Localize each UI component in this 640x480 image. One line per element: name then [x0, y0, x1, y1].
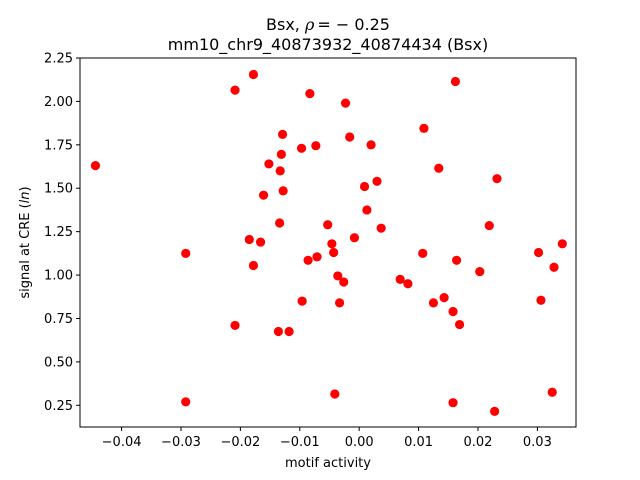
data-point: [372, 176, 382, 186]
y-axis-ticks: 0.25 0.50 0.75 1.00 1.25 1.50 1.75 2.00 2.25: [44, 52, 80, 414]
chart-title-line2: mm10_chr9_40873932_40874434 (Bsx): [168, 35, 488, 55]
data-point: [258, 190, 269, 200]
y-tick-label: 1.00: [44, 269, 73, 284]
data-point: [366, 140, 376, 150]
y-tick-label: 0.25: [44, 399, 73, 414]
data-point: [296, 143, 307, 153]
data-point: [359, 181, 370, 192]
data-point: [362, 205, 372, 215]
x-axis-label: motif activity: [285, 456, 371, 471]
data-point: [490, 406, 500, 416]
data-point: [345, 132, 355, 142]
y-tick-label: 1.50: [44, 182, 73, 197]
data-point: [181, 397, 191, 407]
data-point: [452, 255, 462, 265]
data-point: [230, 320, 240, 331]
data-point: [448, 398, 458, 408]
y-axis-label-prefix: signal at CRE (: [18, 203, 33, 298]
data-point: [276, 149, 286, 159]
y-axis-label: signal at CRE (ln): [18, 186, 33, 298]
data-point: [533, 247, 544, 258]
data-point: [90, 161, 101, 171]
data-point: [244, 234, 254, 245]
data-point: [181, 248, 191, 258]
data-point: [277, 129, 288, 140]
data-point: [492, 174, 502, 184]
data-point: [248, 260, 259, 271]
y-tick-label: 0.75: [44, 312, 73, 327]
data-point: [439, 293, 449, 303]
x-tick-label: −0.01: [280, 435, 320, 450]
data-point: [333, 271, 343, 281]
x-tick-label: −0.02: [220, 435, 260, 450]
x-tick-label: −0.04: [102, 435, 142, 450]
data-point: [273, 326, 283, 337]
data-point: [475, 266, 485, 277]
chart-title-rho-symbol: ρ: [304, 15, 315, 34]
data-point: [278, 186, 288, 196]
x-tick-label: 0.00: [345, 435, 374, 450]
x-tick-label: 0.03: [523, 435, 552, 450]
data-point: [340, 98, 351, 108]
data-point: [376, 223, 386, 233]
y-axis-label-suffix: ): [18, 186, 33, 191]
x-tick-label: 0.02: [464, 435, 493, 450]
data-point: [274, 218, 285, 228]
data-point: [230, 85, 240, 95]
y-tick-label: 2.00: [44, 95, 73, 110]
chart-title-prefix: Bsx,: [266, 15, 305, 34]
y-tick-label: 2.25: [44, 52, 73, 67]
data-point: [305, 88, 315, 99]
data-point: [329, 247, 339, 258]
data-point: [327, 239, 337, 249]
data-point: [419, 123, 429, 133]
data-point: [248, 69, 259, 80]
data-point: [284, 326, 294, 337]
data-point: [549, 262, 559, 272]
x-tick-label: 0.01: [404, 435, 433, 450]
y-tick-label: 1.75: [44, 138, 73, 153]
x-tick-label: −0.03: [161, 435, 201, 450]
data-point: [395, 274, 405, 284]
y-axis-label-italic: ln: [18, 191, 33, 203]
data-point: [349, 233, 360, 243]
data-point: [311, 141, 321, 151]
chart-title-rho-value: = − 0.25: [317, 15, 390, 34]
data-point: [484, 220, 494, 231]
data-point: [312, 252, 322, 262]
data-point: [557, 239, 567, 249]
data-point: [275, 166, 285, 176]
data-point: [536, 295, 546, 305]
data-point: [403, 279, 413, 289]
data-point: [330, 389, 340, 399]
data-point: [434, 163, 444, 173]
data-point: [323, 220, 333, 230]
data-point: [547, 387, 557, 397]
y-tick-label: 1.25: [44, 225, 73, 240]
data-point: [297, 296, 307, 306]
data-point: [418, 248, 428, 258]
data-point: [339, 277, 349, 287]
data-point: [448, 306, 458, 317]
data-point: [255, 237, 266, 247]
data-point: [334, 298, 345, 308]
data-point: [450, 76, 461, 87]
data-point: [303, 255, 313, 265]
y-tick-label: 0.50: [44, 355, 73, 370]
chart-title-line1: Bsx, ρ = − 0.25: [266, 15, 390, 34]
data-point: [264, 159, 274, 169]
data-points: [90, 69, 567, 416]
x-axis-ticks: −0.04 −0.03 −0.02 −0.01 0.00 0.01 0.02 0.03: [102, 427, 552, 450]
data-point: [428, 298, 439, 308]
data-point: [454, 319, 465, 330]
